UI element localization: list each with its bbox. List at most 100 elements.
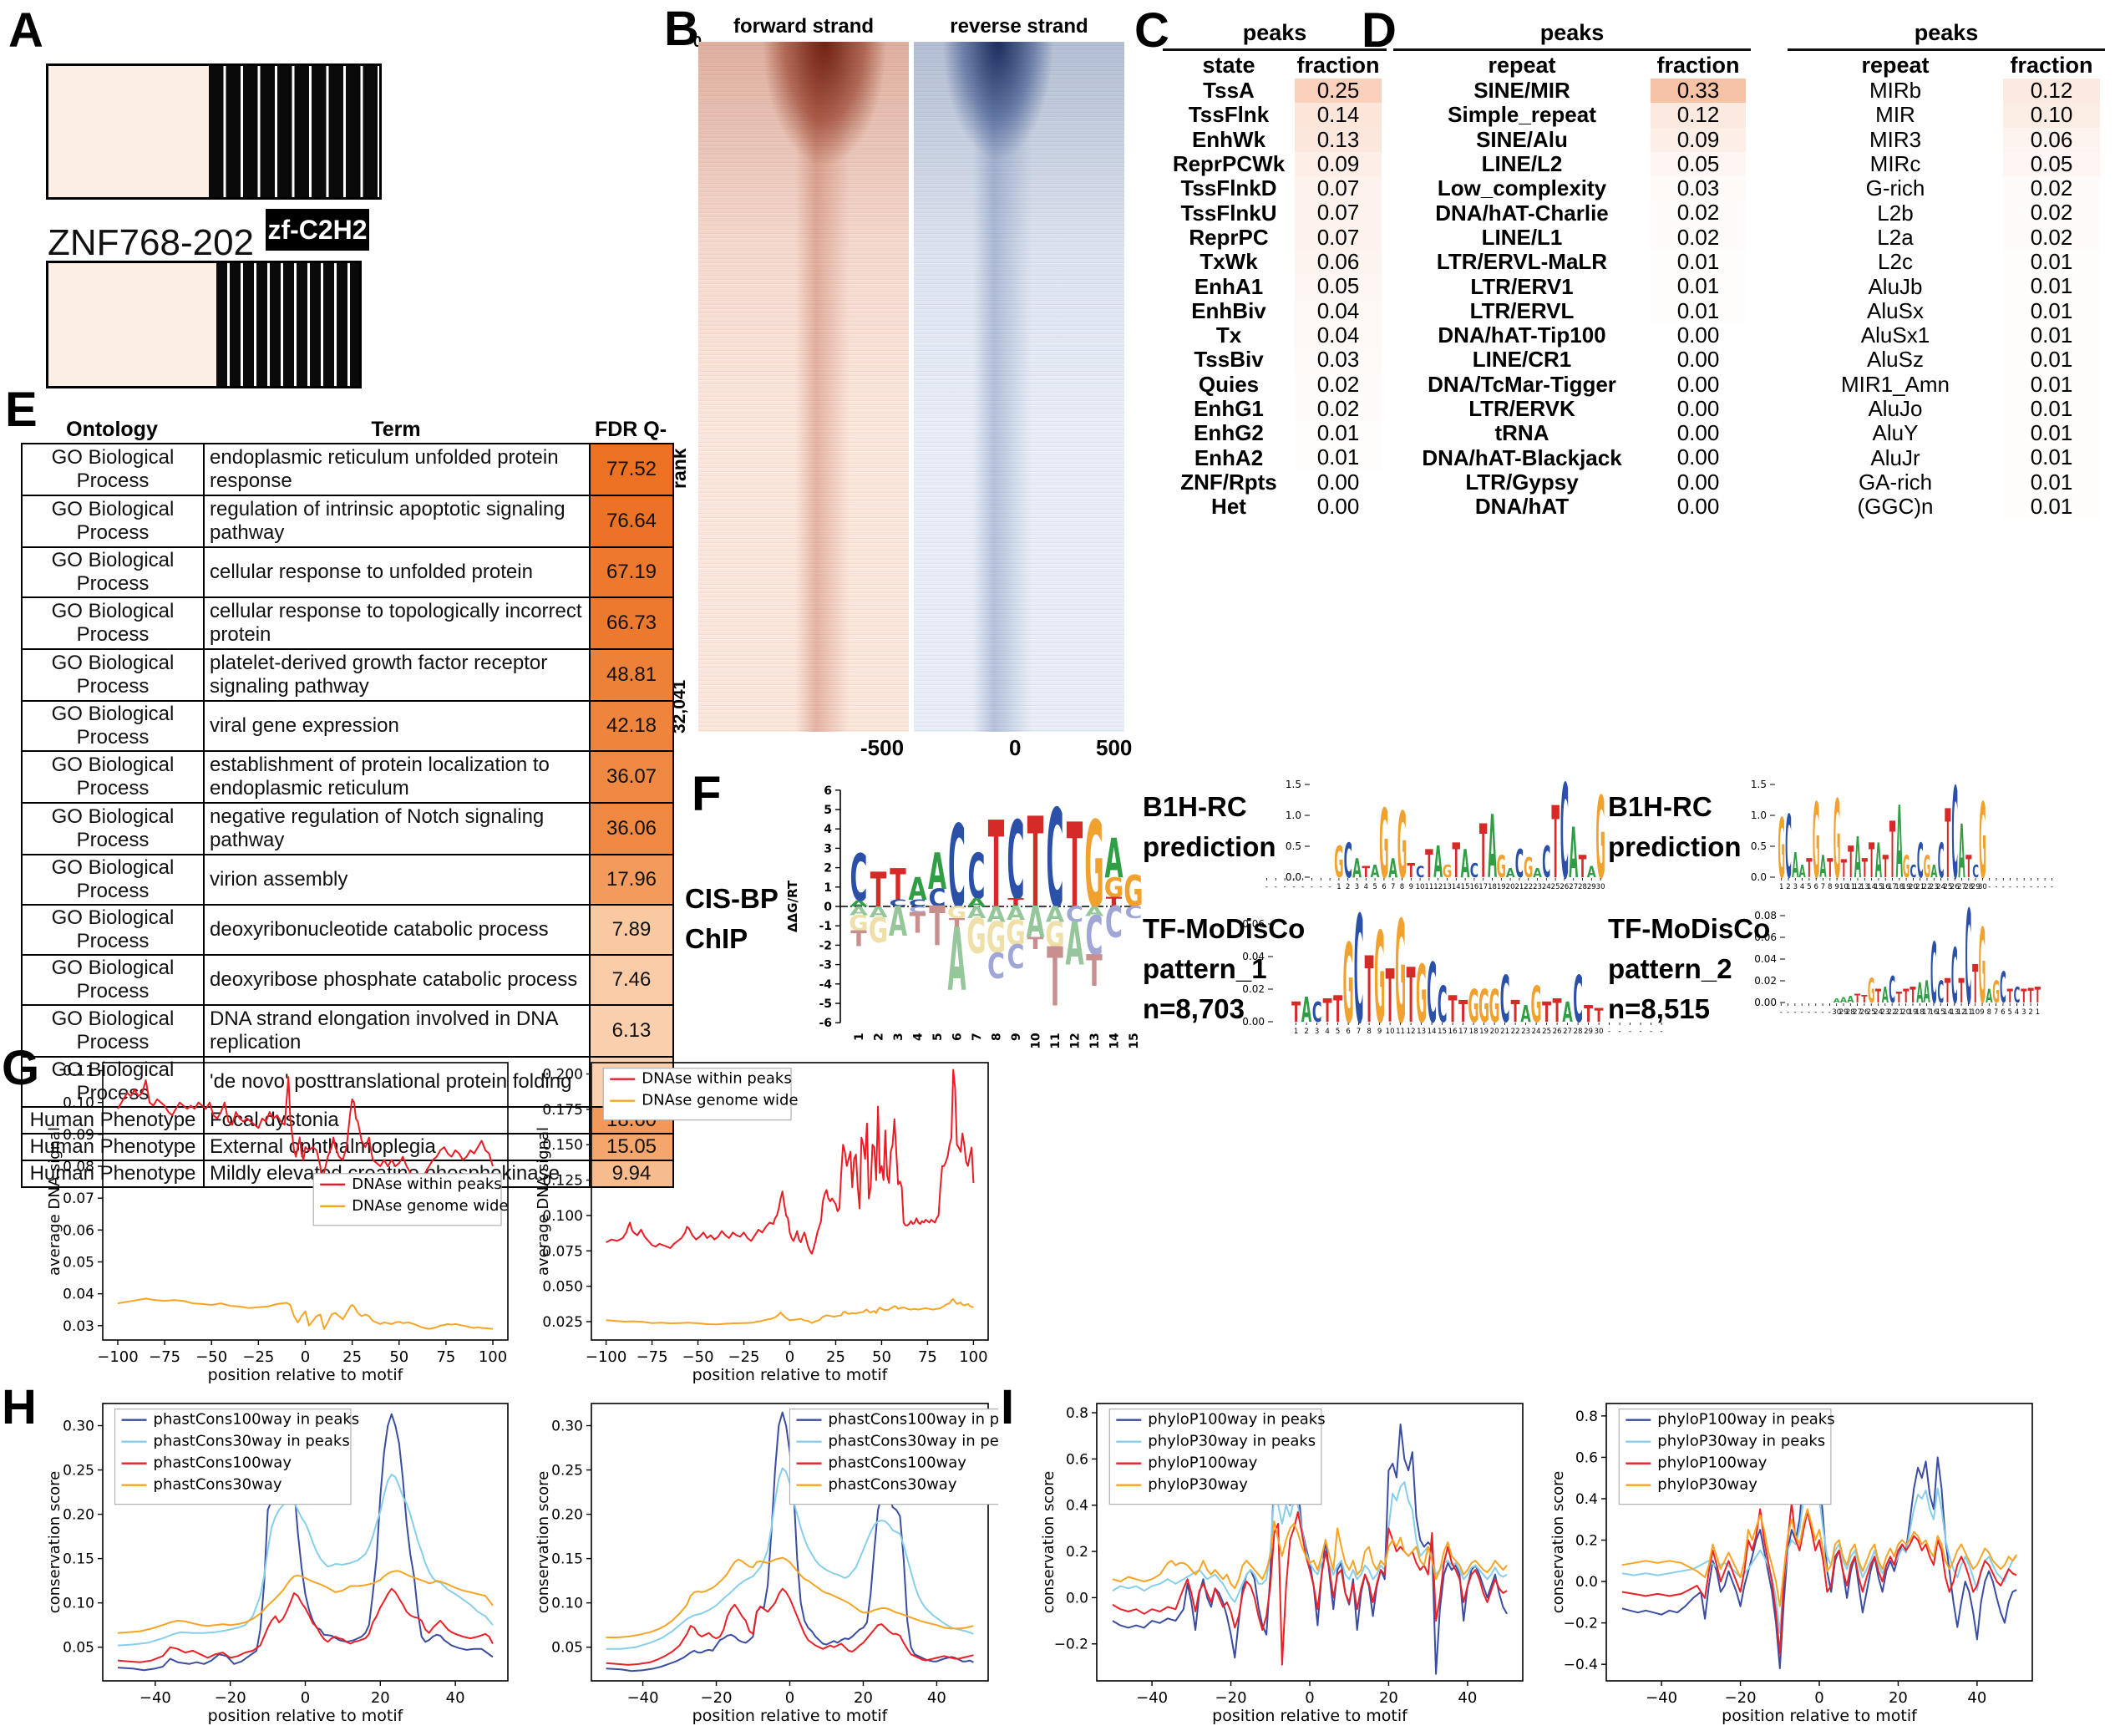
svg-text:phyloP30way in peaks: phyloP30way in peaks xyxy=(1657,1433,1825,1450)
svg-text:T: T xyxy=(1086,946,1103,997)
table-row: TssBiv 0.03 xyxy=(1163,347,1387,373)
table-row: GO Biological Process deoxyribose phospha… xyxy=(21,954,674,1006)
svg-text:T: T xyxy=(1448,988,1458,1030)
svg-text:0.06: 0.06 xyxy=(63,1222,94,1239)
table-row: MIR 0.10 xyxy=(1788,102,2105,128)
svg-text:A: A xyxy=(1799,861,1806,881)
table-row: TssA 0.25 xyxy=(1163,78,1387,104)
svg-text:-2: -2 xyxy=(819,939,832,952)
svg-text:0.0: 0.0 xyxy=(1751,871,1767,883)
table-title: peaks xyxy=(1393,20,1751,51)
svg-text:0.8: 0.8 xyxy=(1575,1409,1598,1425)
svg-text:G: G xyxy=(1524,851,1533,884)
svg-text:G: G xyxy=(1468,981,1479,1033)
svg-text:20: 20 xyxy=(1506,883,1515,891)
svg-text:0.06: 0.06 xyxy=(1754,931,1777,943)
svg-text:27: 27 xyxy=(1853,1008,1862,1017)
svg-text:T: T xyxy=(1542,997,1551,1029)
svg-text:4: 4 xyxy=(2015,1008,2019,1017)
svg-text:-: - xyxy=(2051,883,2053,891)
svg-text:0.02: 0.02 xyxy=(1242,983,1265,995)
svg-text:phyloP100way in peaks: phyloP100way in peaks xyxy=(1148,1411,1325,1429)
table-row: GO Biological Process endoplasmic reticul… xyxy=(21,443,674,496)
svg-text:A: A xyxy=(1104,828,1123,891)
svg-text:−0.2: −0.2 xyxy=(1054,1637,1088,1653)
svg-text:7: 7 xyxy=(1357,1028,1361,1036)
svg-text:A: A xyxy=(1958,810,1965,895)
svg-text:20: 20 xyxy=(854,1689,873,1707)
svg-text:A: A xyxy=(1388,854,1397,884)
svg-text:T: T xyxy=(1106,894,1123,910)
svg-text:-: - xyxy=(1619,1028,1621,1036)
svg-text:0.10: 0.10 xyxy=(63,1596,94,1612)
svg-text:1.5: 1.5 xyxy=(1286,779,1301,790)
svg-text:22: 22 xyxy=(1923,883,1932,891)
forward-strand-heatmap xyxy=(698,42,909,732)
svg-text:−0.2: −0.2 xyxy=(1564,1616,1598,1632)
svg-text:0.20: 0.20 xyxy=(551,1507,583,1524)
svg-text:5: 5 xyxy=(2007,1008,2011,1017)
svg-text:−40: −40 xyxy=(139,1689,171,1707)
svg-text:0: 0 xyxy=(1814,1689,1823,1707)
svg-text:5: 5 xyxy=(824,804,832,817)
svg-text:22: 22 xyxy=(1888,1008,1897,1017)
svg-text:-: - xyxy=(1320,883,1322,891)
svg-text:27: 27 xyxy=(1563,1028,1572,1036)
svg-text:5: 5 xyxy=(1372,883,1377,891)
phylop-chart-right: 0.8 0.6 0.4 0.2 0.0 −0.2 −0.4 −40 −20 0 20 40 positi… xyxy=(1549,1403,2033,1725)
svg-text:-: - xyxy=(1301,883,1304,891)
svg-text:T: T xyxy=(1869,833,1874,889)
table-row: SINE/MIR 0.33 xyxy=(1393,78,1751,104)
b-xtick-500: 500 xyxy=(1096,735,1133,760)
svg-text:G: G xyxy=(966,907,986,965)
svg-text:phyloP100way: phyloP100way xyxy=(1657,1454,1767,1472)
svg-text:18: 18 xyxy=(1488,883,1497,891)
svg-text:A: A xyxy=(1352,854,1362,884)
svg-text:14: 14 xyxy=(1943,1008,1952,1017)
phylop-chart-left: 0.8 0.6 0.4 0.2 0.0 −0.2 −40 −20 0 20 40 position r… xyxy=(1040,1403,1524,1725)
table-D1: peaks repeat fraction SINE/MIR 0.33 Simple_re… xyxy=(1393,20,1751,519)
svg-text:22: 22 xyxy=(1511,1028,1520,1036)
svg-text:0: 0 xyxy=(301,1689,310,1707)
svg-text:A: A xyxy=(1506,865,1515,881)
svg-text:11: 11 xyxy=(1964,1008,1973,1017)
svg-text:8: 8 xyxy=(1367,1028,1371,1036)
svg-text:0.00: 0.00 xyxy=(1754,997,1777,1008)
svg-text:T: T xyxy=(1854,991,1860,1005)
svg-text:position relative to motif: position relative to motif xyxy=(1212,1707,1408,1725)
svg-text:A: A xyxy=(967,903,986,922)
svg-text:A: A xyxy=(1007,903,1025,925)
svg-text:A: A xyxy=(1792,846,1798,886)
svg-text:29: 29 xyxy=(1839,1008,1849,1017)
svg-text:A: A xyxy=(1819,850,1826,885)
table-row: EnhA1 0.05 xyxy=(1163,274,1387,299)
svg-text:C: C xyxy=(1047,782,1064,939)
svg-text:T: T xyxy=(1027,934,1044,953)
svg-text:25: 25 xyxy=(1551,883,1560,891)
svg-text:G: G xyxy=(1992,975,2000,1010)
svg-text:C: C xyxy=(1007,799,1025,926)
svg-text:0.2: 0.2 xyxy=(1575,1533,1598,1550)
table-row: GO Biological Process cellular response t… xyxy=(21,546,674,598)
svg-text:-: - xyxy=(1311,883,1313,891)
svg-text:13: 13 xyxy=(1950,1008,1959,1017)
svg-text:25: 25 xyxy=(342,1348,362,1366)
e-header-ontology: Ontology xyxy=(66,418,158,441)
svg-text:T: T xyxy=(1848,837,1854,888)
svg-text:DNAse genome wide: DNAse genome wide xyxy=(642,1092,798,1109)
svg-text:0.25: 0.25 xyxy=(63,1463,94,1480)
svg-text:27: 27 xyxy=(1569,883,1578,891)
svg-text:A: A xyxy=(850,899,869,908)
svg-text:G: G xyxy=(1833,777,1841,903)
svg-text:C: C xyxy=(1470,860,1478,882)
svg-text:T: T xyxy=(1333,988,1342,1030)
svg-text:C: C xyxy=(1965,904,1972,1029)
svg-text:24: 24 xyxy=(1874,1008,1883,1017)
table-row: GA-rich 0.01 xyxy=(1858,469,2073,495)
svg-text:0: 0 xyxy=(824,901,832,914)
svg-text:−20: −20 xyxy=(1725,1689,1757,1707)
svg-text:DNAse within peaks: DNAse within peaks xyxy=(352,1175,501,1193)
table-row: Low_complexity 0.03 xyxy=(1393,175,1751,201)
rank-top-tick: 0 xyxy=(693,33,702,50)
svg-text:19: 19 xyxy=(1909,1008,1918,1017)
